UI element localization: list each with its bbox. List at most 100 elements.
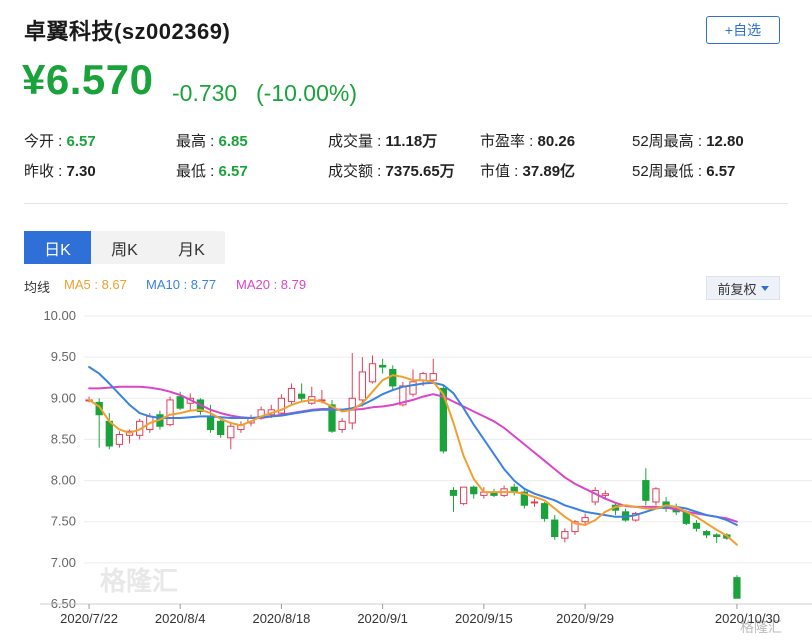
candle — [449, 487, 458, 512]
x-tick-label: 2020/9/15 — [455, 611, 513, 626]
candle — [520, 488, 528, 509]
candle-body — [277, 397, 286, 414]
candle-body — [449, 489, 458, 496]
candle-body — [439, 387, 448, 452]
candles — [85, 353, 741, 599]
price-change-percent: (-10.00%) — [256, 80, 357, 106]
candle — [561, 528, 569, 543]
x-tick-label: 2020/10/30 — [715, 611, 780, 626]
divider — [24, 203, 788, 204]
ma10-line — [88, 366, 738, 526]
candle — [217, 418, 225, 438]
moving-average-lines — [88, 366, 738, 546]
tab-daily-k[interactable]: 日K — [24, 231, 91, 264]
candle-body — [540, 503, 549, 519]
candle-body — [601, 493, 609, 496]
candle — [338, 418, 346, 433]
adjust-mode-dropdown[interactable]: 前复权 — [706, 276, 780, 300]
candle — [713, 533, 721, 544]
current-price: ¥6.570 — [22, 56, 154, 103]
candle-body — [227, 425, 235, 439]
candle-body — [358, 371, 367, 401]
candle — [581, 513, 589, 526]
chevron-down-icon — [760, 285, 769, 291]
candle — [733, 575, 741, 599]
candle-body — [287, 387, 296, 403]
y-tick-label: 8.00 — [51, 473, 76, 488]
candle — [378, 358, 387, 374]
candle — [237, 421, 245, 433]
x-tick-label: 2020/9/1 — [357, 611, 408, 626]
stat-pe-ratio: 市盈率 : 80.26 — [480, 133, 576, 150]
candle-body — [561, 531, 569, 539]
candle-body — [459, 486, 468, 505]
candle — [601, 490, 609, 499]
candle-body — [368, 363, 377, 383]
stat-market-cap: 市值 : 37.89亿 — [480, 163, 576, 180]
candle-body — [652, 488, 660, 503]
stat-52w-low: 52周最低 : 6.57 — [632, 163, 736, 180]
x-tick-label: 2020/8/18 — [252, 611, 310, 626]
candle-body — [692, 522, 701, 529]
candle-body — [298, 393, 306, 399]
candle-body — [530, 501, 539, 504]
candle-body — [733, 577, 741, 599]
candle-body — [429, 373, 437, 381]
y-tick-label: 7.50 — [51, 514, 76, 529]
tab-weekly-k[interactable]: 周K — [111, 241, 138, 259]
chart-axes: 10.009.509.008.508.007.507.006.502020/7/… — [40, 308, 812, 626]
ma-legend-label: 均线 — [24, 280, 51, 295]
ma5-legend: MA5 : 8.67 — [64, 277, 127, 292]
candle — [389, 365, 397, 391]
candle — [692, 520, 701, 532]
chart-grid — [84, 315, 812, 605]
stat-high: 最高 : 6.85 — [176, 133, 248, 150]
y-tick-label: 9.50 — [51, 349, 76, 364]
candle — [591, 487, 599, 506]
candle-body — [328, 404, 336, 432]
candle-body — [115, 433, 124, 445]
candle-body — [409, 381, 417, 395]
x-tick-label: 2020/9/29 — [556, 611, 614, 626]
candle — [652, 487, 660, 506]
price-change: -0.730 — [172, 80, 238, 106]
candle — [632, 511, 640, 522]
candle-body — [713, 534, 721, 538]
candle — [702, 529, 711, 539]
candle-body — [95, 401, 103, 416]
candle — [358, 357, 367, 407]
candle — [551, 515, 559, 540]
candle-body — [571, 521, 579, 533]
candle — [409, 369, 417, 397]
candle — [227, 422, 235, 450]
watermark-text: 格隆汇 — [100, 566, 178, 597]
y-tick-label: 8.50 — [51, 431, 76, 446]
candle-body — [389, 368, 397, 387]
candle — [348, 353, 356, 430]
candle — [115, 431, 124, 448]
adjust-mode-label: 前复权 — [717, 281, 757, 297]
ma10-legend: MA10 : 8.77 — [146, 277, 217, 292]
add-to-watchlist-button[interactable]: +自选 — [706, 16, 780, 44]
candle-body — [581, 517, 589, 523]
candle-body — [206, 415, 215, 431]
ma5-line — [88, 374, 738, 546]
x-tick-label: 2020/8/4 — [155, 611, 206, 626]
y-tick-label: 10.00 — [43, 308, 76, 323]
x-tick-label: 2020/7/22 — [60, 611, 118, 626]
candle-body — [632, 512, 640, 521]
stat-volume: 成交量 : 11.18万 — [328, 133, 438, 150]
candle-body — [338, 420, 346, 431]
y-tick-label: 9.00 — [51, 390, 76, 405]
stat-open: 今开 : 6.57 — [24, 133, 96, 150]
period-tabs: 日K 周K 月K — [24, 231, 225, 264]
candle-body — [419, 373, 427, 381]
candle — [368, 355, 377, 384]
tab-monthly-k[interactable]: 月K — [178, 241, 205, 259]
watermark-text-corner: 格隆汇 — [740, 620, 782, 636]
stat-52w-high: 52周最高 : 12.80 — [632, 133, 744, 150]
candle-body — [105, 420, 113, 447]
candle — [287, 383, 296, 405]
